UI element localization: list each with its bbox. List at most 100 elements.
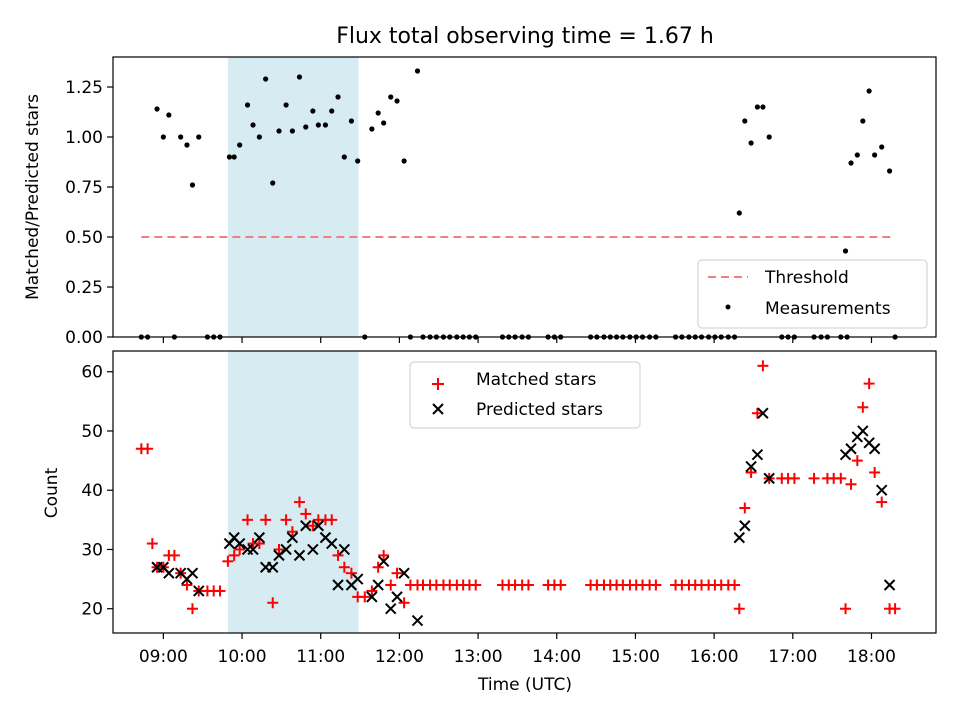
predicted-star-point bbox=[372, 579, 384, 591]
bottom-legend-box bbox=[409, 361, 641, 429]
predicted-star-point bbox=[332, 579, 344, 591]
matched-star-point bbox=[267, 597, 279, 609]
matched-star-point bbox=[385, 579, 397, 591]
top-y-tick-label: 0.75 bbox=[65, 178, 103, 198]
bottom-y-tick-label: 60 bbox=[81, 363, 103, 383]
measurement-point bbox=[381, 120, 387, 126]
predicted-star-point bbox=[253, 531, 266, 544]
measurement-point bbox=[166, 112, 172, 118]
matched-star-point bbox=[863, 378, 875, 390]
measurement-point bbox=[754, 104, 760, 110]
predicted-star-point bbox=[763, 472, 775, 485]
predicted-star-point bbox=[391, 591, 403, 603]
matched-star-point bbox=[808, 472, 820, 484]
matched-star-point bbox=[869, 466, 881, 478]
bottom-x-tick-label: 17:00 bbox=[768, 647, 817, 667]
matched-star-point bbox=[214, 585, 226, 597]
predicted-star-point bbox=[385, 603, 397, 615]
bottom-y-axis-label: Count bbox=[42, 467, 62, 518]
matched-star-point bbox=[650, 579, 662, 591]
measurement-point bbox=[854, 152, 860, 158]
measurement-point bbox=[250, 122, 256, 128]
bottom-x-tick-label: 11:00 bbox=[296, 647, 345, 667]
top-y-tick-label: 0.00 bbox=[65, 328, 103, 348]
bottom-x-ticks: 09:00 10:00 11:00 12:00 13:00 14:00 15:00 16:00… bbox=[139, 633, 896, 667]
measurement-point bbox=[886, 168, 893, 174]
matched-star-point bbox=[876, 496, 888, 508]
top-y-tick-label: 1.00 bbox=[65, 128, 103, 148]
measurement-point bbox=[310, 108, 316, 114]
matched-star-point bbox=[234, 543, 246, 555]
top-y-axis-label: Matched/Predicted stars bbox=[23, 94, 43, 300]
bottom-axes-frame bbox=[112, 350, 937, 634]
measurement-point bbox=[848, 160, 854, 166]
measurement-point bbox=[244, 102, 251, 108]
predicted-star-point bbox=[745, 460, 757, 473]
predicted-star-point bbox=[186, 567, 199, 579]
matched-star-point bbox=[372, 561, 384, 573]
matched-star-point bbox=[845, 478, 857, 490]
matched-star-point bbox=[391, 567, 403, 579]
predicted-star-point bbox=[883, 579, 896, 591]
measurement-point bbox=[256, 134, 262, 140]
bottom-x-tick-label: 16:00 bbox=[690, 647, 739, 667]
matched-star-point bbox=[146, 538, 158, 550]
legend-predicted-label: Predicted stars bbox=[476, 400, 603, 420]
measurement-point bbox=[766, 134, 772, 140]
matched-star-point bbox=[338, 561, 350, 573]
bottom-x-tick-label: 15:00 bbox=[611, 647, 660, 667]
top-y-tick-label: 0.25 bbox=[65, 278, 103, 298]
predicted-star-point bbox=[411, 614, 424, 627]
measurement-point bbox=[375, 110, 381, 116]
predicted-star-point bbox=[163, 567, 175, 579]
bottom-x-tick-label: 14:00 bbox=[532, 647, 581, 667]
count-panel: 20 30 40 50 60 09:00 10:00 11:00 12:00 13:00 14:0… bbox=[42, 350, 937, 695]
measurement-point bbox=[335, 94, 341, 100]
predicted-star-point bbox=[857, 425, 869, 437]
bottom-y-ticks: 20 30 40 50 60 bbox=[81, 363, 113, 620]
predicted-star-point bbox=[300, 520, 312, 532]
chart-title: Flux total observing time = 1.67 h bbox=[336, 24, 714, 49]
predicted-star-point bbox=[280, 543, 292, 556]
measurement-point bbox=[736, 210, 742, 216]
observing-window-bottom bbox=[227, 351, 359, 633]
matched-star-point bbox=[307, 520, 319, 532]
bottom-y-tick-label: 50 bbox=[81, 422, 103, 442]
matched-star-point bbox=[751, 407, 763, 419]
measurement-point bbox=[388, 94, 394, 100]
measurement-point bbox=[401, 158, 407, 164]
measurement-point bbox=[283, 102, 289, 108]
bottom-x-tick-label: 13:00 bbox=[454, 647, 503, 667]
top-y-tick-label: 1.25 bbox=[65, 78, 103, 98]
matched-star-point bbox=[729, 579, 741, 591]
matched-star-point bbox=[788, 472, 800, 484]
predicted-star-point bbox=[739, 520, 751, 532]
top-legend-box bbox=[697, 259, 928, 329]
matched-star-point bbox=[733, 603, 745, 615]
predicted-star-point bbox=[293, 549, 306, 562]
measurement-point bbox=[231, 154, 237, 160]
measurement-point bbox=[860, 118, 866, 124]
matched-star-point bbox=[260, 514, 272, 526]
measurement-point bbox=[178, 134, 184, 140]
matched-star-point bbox=[228, 549, 240, 561]
matched-star-point bbox=[470, 579, 482, 591]
measurement-point bbox=[866, 88, 872, 94]
top-axes-frame bbox=[112, 56, 937, 338]
predicted-star-point bbox=[757, 407, 769, 419]
matched-star-point bbox=[280, 514, 292, 526]
x-axis-label: Time (UTC) bbox=[477, 675, 572, 695]
legend-measurements-swatch bbox=[725, 304, 731, 310]
matched-star-point bbox=[522, 579, 534, 591]
bottom-x-tick-label: 09:00 bbox=[139, 647, 188, 667]
predicted-star-point bbox=[247, 543, 259, 556]
predicted-star-point bbox=[326, 537, 338, 550]
top-x-ticks bbox=[162, 337, 873, 343]
matched-star-point bbox=[168, 549, 180, 561]
predicted-star-point bbox=[338, 543, 351, 556]
matched-star-point bbox=[181, 579, 193, 591]
predicted-star-point bbox=[845, 443, 857, 455]
predicted-star-point bbox=[233, 537, 246, 550]
measurement-point bbox=[263, 76, 269, 82]
